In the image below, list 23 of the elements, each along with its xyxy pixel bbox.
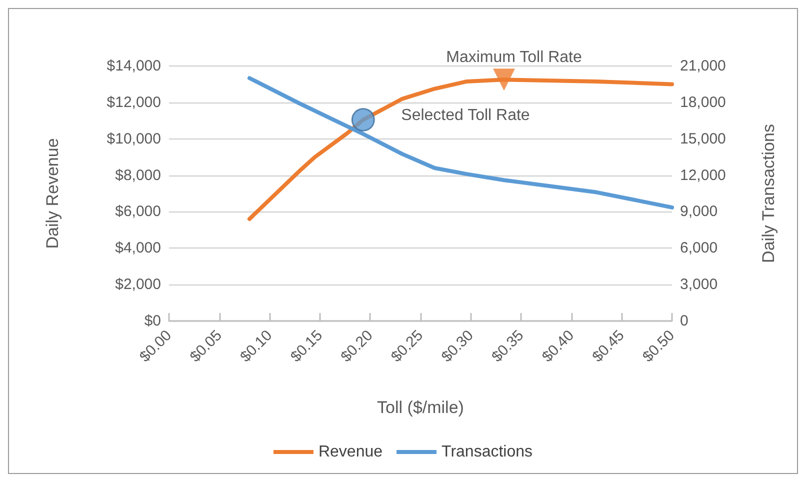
y2-tick-label: 15,000 xyxy=(680,130,726,148)
y-tick-label: $2,000 xyxy=(115,276,161,294)
y-tick-label: $10,000 xyxy=(106,130,161,148)
y-axis-title: Daily Revenue xyxy=(43,138,62,249)
y2-tick-label: 6,000 xyxy=(680,240,718,257)
annotation: Selected Toll Rate xyxy=(401,107,530,124)
legend-label: Revenue xyxy=(318,444,383,460)
x-axis-title: Toll ($/mile) xyxy=(377,398,464,417)
y-tick-label: $0 xyxy=(144,312,161,330)
y-tick-label: $6,000 xyxy=(115,203,161,220)
y2-tick-label: 9,000 xyxy=(680,203,718,220)
y-tick-label: $12,000 xyxy=(106,94,161,111)
y2-axis-title: Daily Transactions xyxy=(759,124,778,263)
y2-tick-label: 12,000 xyxy=(680,166,726,184)
y2-tick-label: 0 xyxy=(680,312,688,330)
y2-tick-label: 3,000 xyxy=(680,276,718,294)
annotation: Maximum Toll Rate xyxy=(446,49,582,66)
y-tick-label: $14,000 xyxy=(106,58,161,74)
y-tick-label: $8,000 xyxy=(115,166,161,184)
y2-tick-label: 21,000 xyxy=(680,58,726,74)
y2-tick-label: 18,000 xyxy=(680,94,726,111)
legend-label: Transactions xyxy=(442,444,533,460)
y-tick-label: $4,000 xyxy=(115,240,161,257)
